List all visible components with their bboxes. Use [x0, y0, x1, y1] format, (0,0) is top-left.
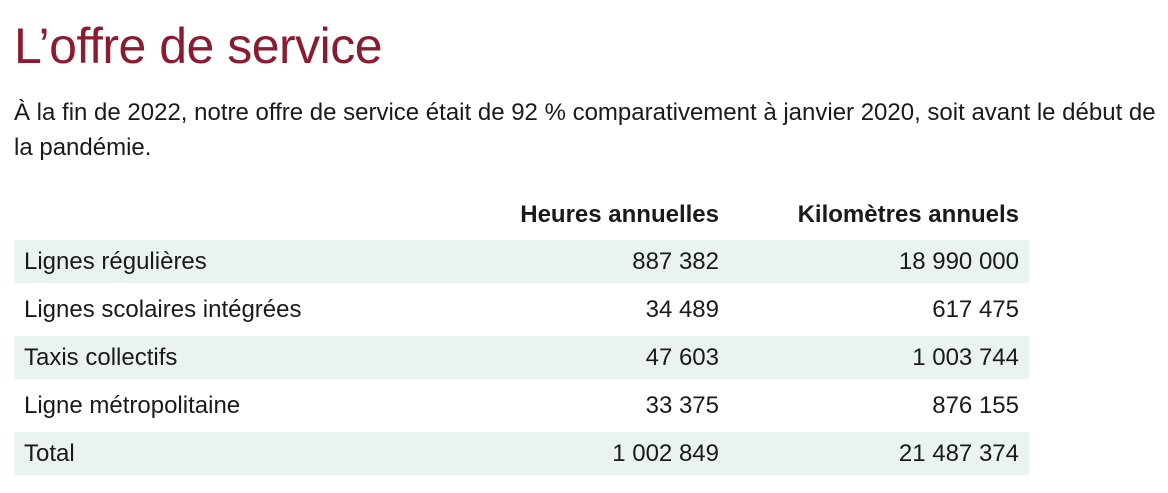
column-header-label	[14, 195, 484, 235]
intro-paragraph: À la fin de 2022, notre offre de service…	[14, 99, 1156, 161]
row-km: 18 990 000	[729, 240, 1029, 283]
row-km: 21 487 374	[729, 432, 1029, 475]
row-km: 617 475	[932, 295, 1019, 323]
row-km: 876 155	[932, 391, 1019, 419]
row-km: 1 003 744	[729, 336, 1029, 379]
page-title: L’offre de service	[14, 18, 383, 74]
table-row: Ligne métropolitaine 33 375 876 155	[14, 384, 1029, 427]
column-header-km: Kilomètres annuels	[797, 201, 1019, 228]
table-header-row: Heures annuelles Kilomètres annuels	[14, 195, 1029, 235]
row-label: Ligne métropolitaine	[24, 391, 241, 419]
row-label: Total	[14, 432, 484, 475]
table-row: Lignes scolaires intégrées 34 489 617 47…	[14, 288, 1029, 331]
row-hours: 887 382	[484, 240, 729, 283]
row-hours: 1 002 849	[484, 432, 729, 475]
table-row: Lignes régulières 887 382 18 990 000	[14, 240, 1029, 283]
row-hours: 47 603	[484, 336, 729, 379]
row-hours: 33 375	[645, 391, 719, 419]
column-header-hours: Heures annuelles	[520, 201, 719, 228]
service-table: Heures annuelles Kilomètres annuels Lign…	[14, 190, 1029, 480]
row-hours: 34 489	[645, 295, 719, 323]
table-row-total: Total 1 002 849 21 487 374	[14, 432, 1029, 475]
row-label: Lignes scolaires intégrées	[24, 295, 302, 323]
table-row: Taxis collectifs 47 603 1 003 744	[14, 336, 1029, 379]
row-label: Lignes régulières	[14, 240, 484, 283]
row-label: Taxis collectifs	[14, 336, 484, 379]
